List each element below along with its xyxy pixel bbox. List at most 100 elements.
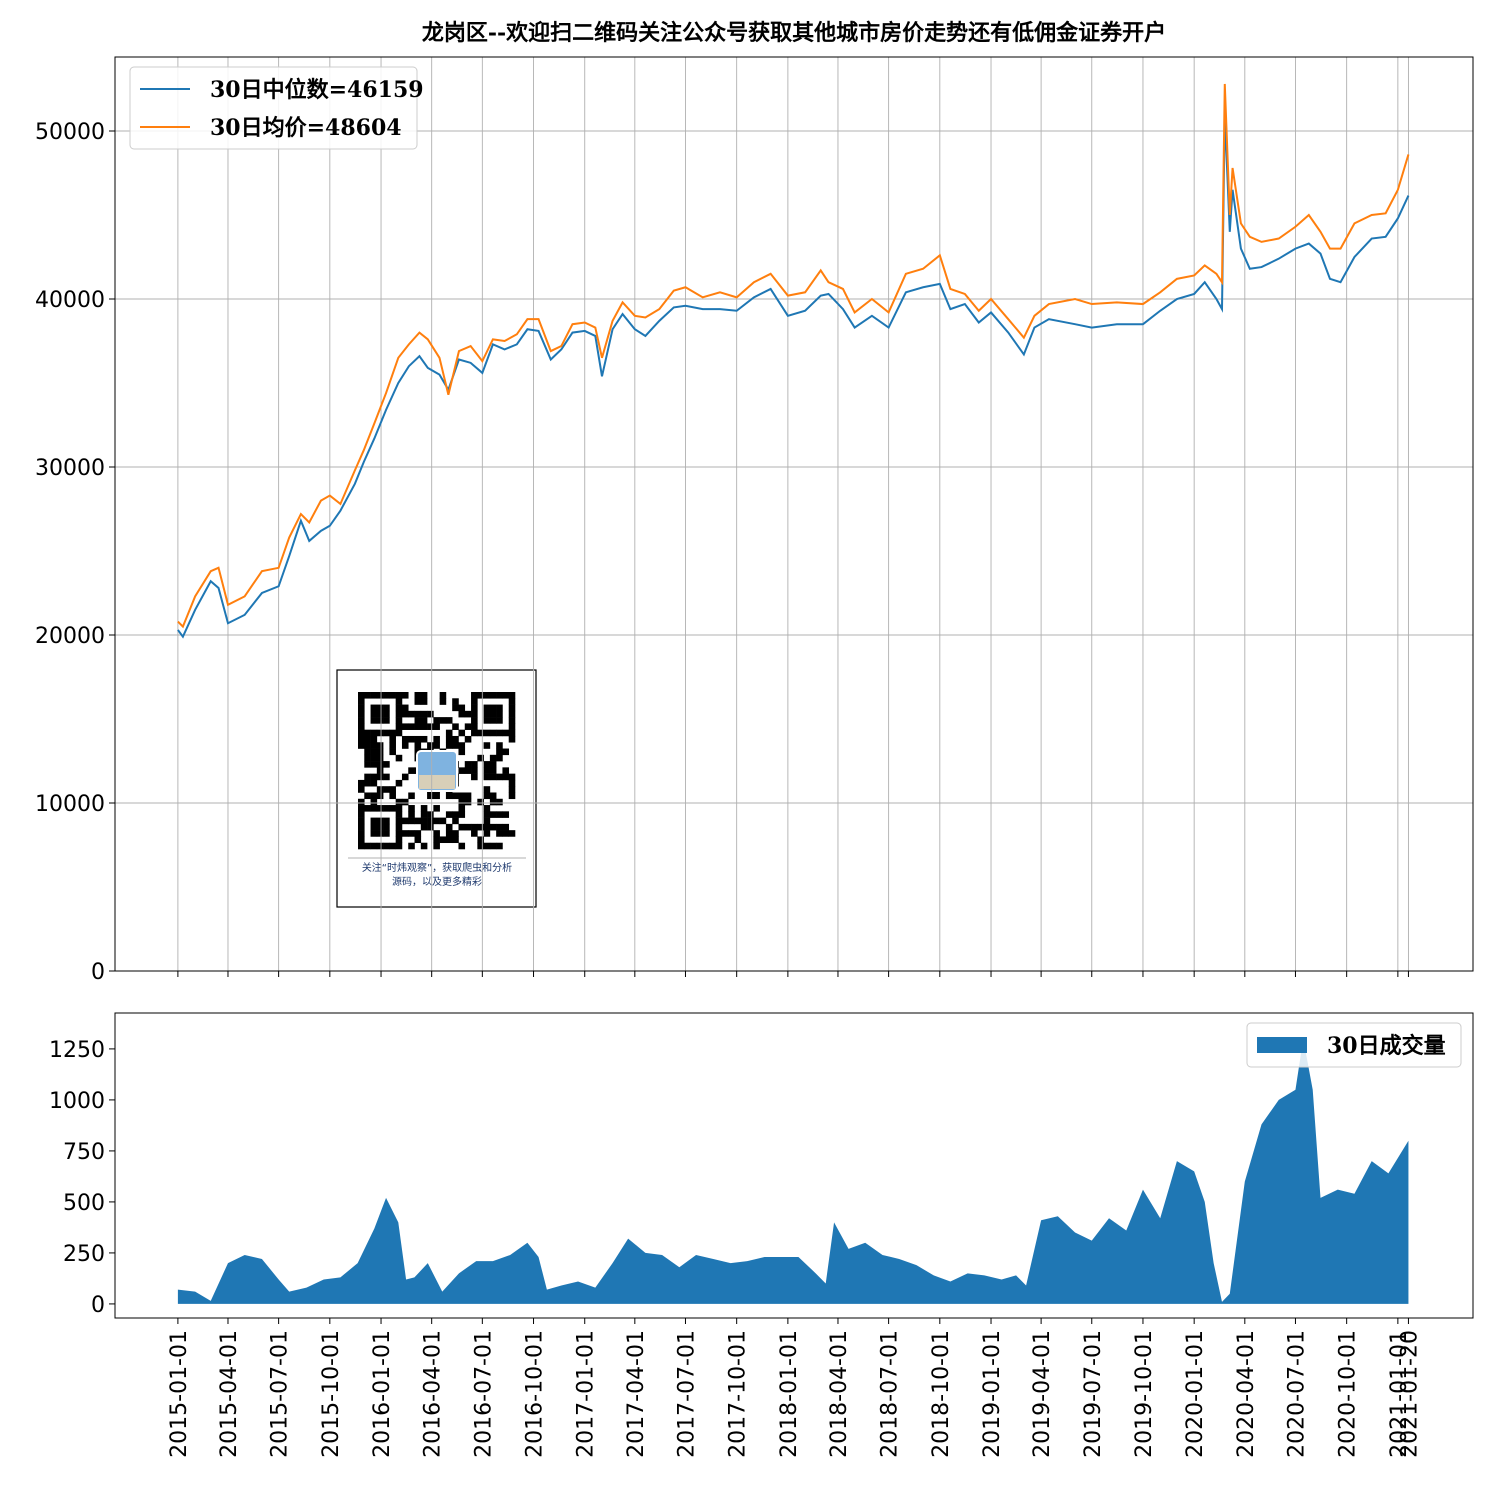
qr-module [477,692,484,699]
qr-module [408,792,415,800]
line [177,83,1410,629]
y-tick-label: 250 [63,1242,105,1267]
qr-module [420,723,428,730]
qr-module [408,805,415,812]
area [177,1038,1409,1304]
y-tick-label: 0 [91,1293,105,1318]
qr-module [458,710,466,718]
qr-module [395,692,403,699]
x-tick-label: 2017-04-01 [624,1330,649,1458]
qr-module [458,823,466,831]
qr-module [471,710,478,718]
qr-module [401,773,409,781]
qr-module [433,836,440,844]
qr-module [445,717,453,724]
qr-module [414,692,422,699]
qr-module [508,779,516,787]
qr-module [395,817,403,825]
x-tick-label: 2015-07-01 [268,1330,293,1458]
qr-module [483,811,491,818]
qr-module [496,830,503,837]
qr-module [414,710,422,718]
qr-module [383,692,390,699]
qr-module [483,805,491,812]
qr-module [395,779,403,787]
qr-module [464,723,472,730]
qr-module [376,761,384,768]
qr-module [483,823,491,831]
axes-frame [114,56,1474,972]
qr-module [401,742,409,749]
qr-module [489,761,497,768]
qr-module [508,723,516,730]
qr-module [370,729,378,737]
qr-module [483,710,491,718]
qr-module [414,717,422,724]
qr-module [376,729,384,737]
qr-module [502,773,510,781]
qr-module [414,830,422,837]
qr-module [408,735,415,743]
qr-module [364,805,371,812]
chart-title: 龙岗区--欢迎扫二维码关注公众号获取其他城市房价走势还有低佣金证券开户 [422,20,1166,46]
qr-module [364,779,371,787]
qr-module [464,823,472,831]
qr-module [364,735,371,743]
qr-module [370,761,378,768]
qr-module [445,735,453,743]
qr-module [383,729,390,737]
qr-module [508,735,516,743]
qr-module [408,811,415,818]
qr-module [370,735,378,743]
x-tick-label: 2016-01-01 [370,1330,395,1458]
qr-module [383,761,390,768]
qr-module [358,798,365,806]
qr-module [389,842,396,850]
qr-module [496,742,503,749]
qr-module [452,836,459,844]
qr-module [370,748,378,756]
qr-module [420,823,428,831]
qr-caption: 源码，以及更多精彩 [392,875,482,888]
qr-module [508,698,516,705]
x-tick-label: 2020-10-01 [1336,1330,1361,1458]
qr-module [408,817,415,825]
qr-module [376,823,384,831]
x-tick-label: 2018-10-01 [929,1330,954,1458]
qr-module [408,767,415,774]
qr-module [401,830,409,837]
legend-box [129,66,418,150]
qr-code-box: 关注“时炜观察”，获取爬虫和分析 源码，以及更多精彩 [336,669,537,908]
qr-module [433,792,440,800]
qr-module [477,842,484,850]
qr-module [445,792,453,800]
qr-module [383,830,390,837]
qr-module [477,754,484,762]
qr-module [370,842,378,850]
qr-module [395,723,403,730]
qr-module [358,729,365,737]
qr-module [483,842,491,850]
qr-module [452,698,459,705]
qr-module [383,817,390,825]
qr-module [414,742,422,749]
qr-module [458,798,466,806]
qr-module [420,710,428,718]
axes-frame [114,1012,1474,1319]
x-tick-label: 2015-10-01 [319,1330,344,1458]
qr-module [370,717,378,724]
qr-module [420,692,428,699]
qr-module [376,717,384,724]
qr-module [433,735,440,743]
qr-module [395,798,403,806]
qr-module [376,754,384,762]
qr-module [358,692,365,699]
qr-module [439,717,447,724]
qr-module [489,767,497,774]
qr-module [471,717,478,724]
qr-module [489,798,497,806]
qr-module [389,735,396,743]
qr-module [408,710,415,718]
y-tick-label: 40000 [35,288,105,313]
